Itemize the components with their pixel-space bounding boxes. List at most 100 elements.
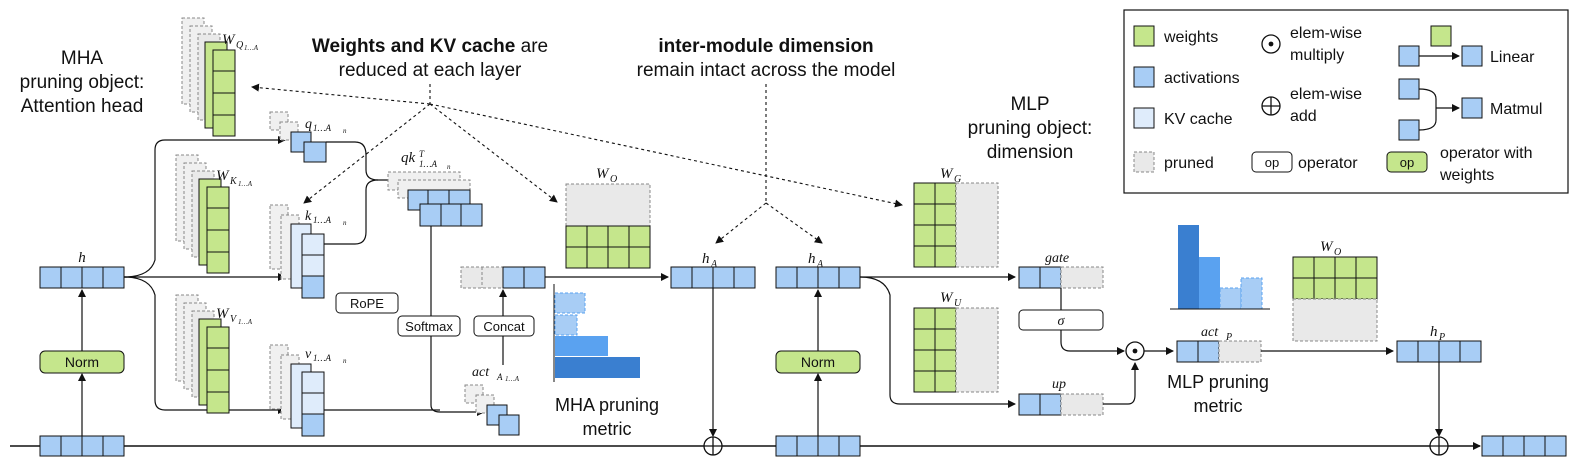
- q-stack: q 1…A n: [269, 111, 347, 163]
- w-g-matrix: W G: [913, 166, 999, 268]
- svg-text:n: n: [343, 127, 347, 135]
- svg-text:1…A: 1…A: [313, 215, 332, 225]
- up-vector: up: [1018, 377, 1104, 416]
- weights-kv-annotation: Weights and KV cache are reduced at each…: [312, 36, 548, 81]
- svg-text:multiply: multiply: [1290, 47, 1344, 64]
- svg-text:elem-wise: elem-wise: [1290, 25, 1362, 42]
- concat-operator: Concat: [473, 315, 535, 337]
- svg-text:v: v: [305, 347, 312, 362]
- inter-module-annotation: inter-module dimension remain intact acr…: [637, 36, 896, 81]
- svg-text:k: k: [305, 209, 312, 224]
- svg-text:op: op: [1265, 155, 1279, 170]
- svg-text:A: A: [496, 372, 503, 382]
- elem-add-2: [1429, 436, 1449, 456]
- svg-text:K: K: [229, 176, 238, 187]
- svg-text:A: A: [710, 259, 718, 270]
- v-stack: v 1…A n: [269, 344, 347, 437]
- svg-text:act: act: [472, 365, 490, 380]
- svg-text:metric: metric: [1194, 396, 1243, 416]
- elem-add-1: [703, 436, 723, 456]
- h-a-vector-2: h A: [775, 251, 861, 289]
- svg-text:Q: Q: [236, 40, 244, 51]
- act-p-vector: act P: [1176, 325, 1262, 363]
- svg-text:A: A: [816, 259, 824, 270]
- svg-text:metric: metric: [583, 419, 632, 439]
- svg-text:act: act: [1201, 325, 1219, 340]
- sigma-operator: σ: [1018, 309, 1104, 331]
- svg-text:n: n: [343, 219, 347, 227]
- w-k-stack: W K 1…A: [175, 154, 253, 274]
- svg-text:P: P: [1225, 332, 1232, 343]
- svg-text:elem-wise: elem-wise: [1290, 86, 1362, 103]
- svg-text:T: T: [419, 149, 425, 159]
- input-residual-vector: [39, 435, 125, 457]
- svg-text:V: V: [230, 314, 238, 325]
- svg-text:up: up: [1052, 377, 1066, 392]
- svg-text:W: W: [222, 32, 236, 48]
- svg-text:pruned: pruned: [1164, 155, 1214, 172]
- svg-text:1…A: 1…A: [244, 44, 259, 52]
- svg-text:inter-module dimension: inter-module dimension: [658, 36, 873, 57]
- w-o-mlp: W O: [1292, 239, 1378, 342]
- mlp-pruning-metric-label: MLP pruning metric: [1167, 372, 1269, 416]
- svg-text:remain intact across the model: remain intact across the model: [637, 60, 896, 81]
- svg-text:h: h: [1430, 324, 1438, 340]
- svg-text:op: op: [1400, 155, 1414, 170]
- svg-text:Attention head: Attention head: [21, 96, 144, 117]
- svg-text:operator: operator: [1298, 155, 1358, 172]
- svg-text:G: G: [954, 174, 961, 185]
- svg-text:MLP pruning: MLP pruning: [1167, 372, 1269, 392]
- svg-text:Norm: Norm: [801, 354, 835, 370]
- svg-text:P: P: [1438, 332, 1445, 343]
- svg-text:weights: weights: [1163, 29, 1218, 46]
- norm-operator-2: Norm: [775, 350, 861, 374]
- svg-text:Norm: Norm: [65, 354, 99, 370]
- w-q-stack: W Q 1…A: [181, 17, 259, 137]
- w-u-matrix: W U: [913, 290, 999, 393]
- svg-text:σ: σ: [1058, 314, 1066, 329]
- residual-vector-2: [775, 435, 861, 457]
- qk-stack: qk T 1…A n: [387, 149, 483, 227]
- svg-text:Concat: Concat: [483, 319, 525, 334]
- svg-text:MLP: MLP: [1010, 94, 1049, 115]
- w-o-attention: W O: [565, 166, 651, 269]
- svg-text:RoPE: RoPE: [350, 296, 384, 311]
- svg-text:MHA: MHA: [61, 48, 104, 69]
- inter-module-arrows: [715, 84, 823, 244]
- k-stack: k 1…A n: [269, 204, 347, 299]
- mha-pruning-metric-label: MHA pruning metric: [555, 395, 659, 439]
- softmax-operator: Softmax: [397, 315, 461, 337]
- mha-pruning-object-text: MHA pruning object: Attention head: [20, 48, 145, 117]
- output-vector: [1481, 435, 1567, 457]
- svg-text:Weights and KV cache are: Weights and KV cache are: [312, 36, 548, 57]
- svg-text:MHA pruning: MHA pruning: [555, 395, 659, 415]
- h-p-vector: h P: [1396, 324, 1482, 363]
- svg-text:U: U: [954, 298, 962, 309]
- svg-text:reduced at each layer: reduced at each layer: [339, 60, 522, 81]
- svg-text:W: W: [596, 166, 610, 182]
- mlp-pruning-object-text: MLP pruning object: dimension: [968, 94, 1093, 163]
- svg-text:pruning object:: pruning object:: [20, 72, 145, 93]
- svg-text:1…A: 1…A: [419, 159, 438, 169]
- svg-text:W: W: [940, 166, 954, 182]
- svg-text:1…A: 1…A: [505, 375, 520, 383]
- svg-text:1…A: 1…A: [313, 123, 332, 133]
- svg-text:n: n: [447, 163, 451, 171]
- svg-text:O: O: [610, 174, 617, 185]
- svg-text:pruning object:: pruning object:: [968, 118, 1093, 139]
- svg-text:1…A: 1…A: [238, 180, 253, 188]
- svg-text:W: W: [940, 290, 954, 306]
- mha-pruning-metric-chart: [553, 284, 640, 382]
- svg-text:1…A: 1…A: [313, 353, 332, 363]
- svg-text:h: h: [808, 251, 816, 267]
- legend: weights activations KV cache pruned elem…: [1123, 9, 1569, 194]
- svg-text:Softmax: Softmax: [405, 319, 453, 334]
- svg-text:add: add: [1290, 108, 1317, 125]
- w-v-stack: W V 1…A: [175, 294, 253, 414]
- h-a-vector-1: h A: [670, 251, 756, 289]
- svg-text:dimension: dimension: [987, 142, 1074, 163]
- svg-text:q: q: [305, 117, 312, 132]
- act-stack: act A 1…A: [464, 365, 520, 436]
- svg-text:n: n: [343, 357, 347, 365]
- mlp-pruning-metric-chart: [1170, 225, 1270, 310]
